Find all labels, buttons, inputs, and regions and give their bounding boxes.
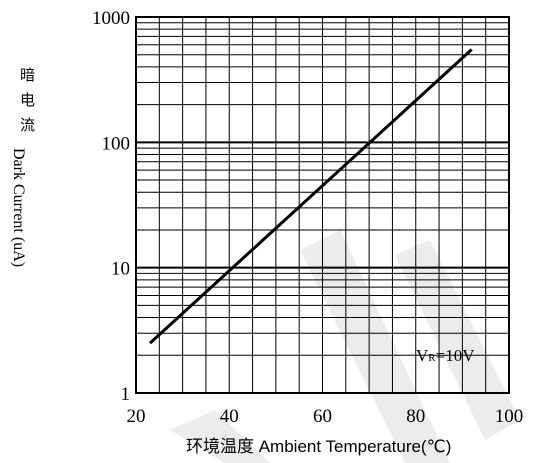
y-axis-label: Dark Current (uA) — [10, 148, 27, 267]
x-tick-label: 40 — [220, 406, 239, 427]
x-tick-label: 60 — [313, 406, 332, 427]
annotation-sub: R — [428, 352, 436, 364]
plot-frame — [135, 16, 510, 394]
x-tick-label: 20 — [127, 406, 146, 427]
y-tick-label: 1000 — [92, 8, 130, 29]
y-tick-labels: 1 10 100 1000 — [92, 8, 130, 405]
voltage-annotation: VR=10V — [416, 346, 475, 365]
x-tick-label: 80 — [406, 406, 425, 427]
y-tick-label: 1 — [121, 384, 131, 405]
y-tick-label: 100 — [102, 133, 131, 154]
x-tick-label: 100 — [495, 406, 524, 427]
x-tick-labels: 20 40 60 80 100 — [127, 406, 524, 427]
y-axis-label-cn-3: 流 — [20, 116, 35, 134]
x-axis-label: 环境温度 Ambient Temperature(℃) — [186, 437, 451, 456]
annotation-main: V — [416, 346, 429, 365]
y-axis-label-cn-1: 暗 — [20, 66, 35, 84]
series-line — [148, 48, 473, 345]
y-tick-label: 10 — [111, 259, 130, 280]
annotation-rest: =10V — [436, 346, 476, 365]
y-axis-label-cn-2: 电 — [20, 91, 35, 109]
watermark — [170, 230, 520, 463]
plot-grid — [136, 17, 509, 393]
series-group — [148, 48, 473, 345]
